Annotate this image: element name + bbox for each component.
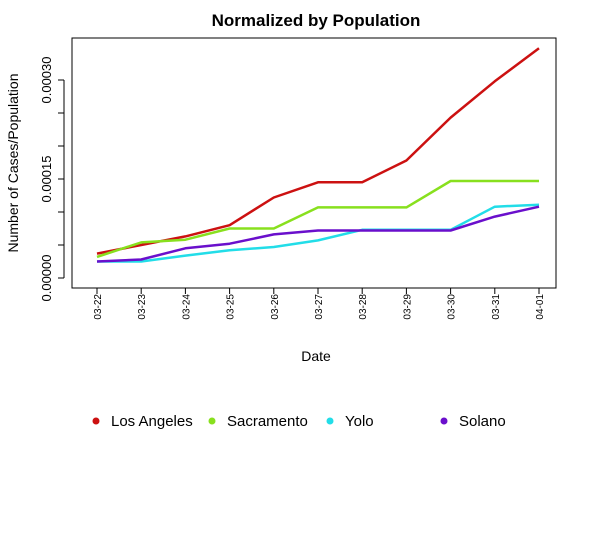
y-tick-label: 0.00000 (39, 255, 54, 302)
legend-label-solano: Solano (459, 413, 506, 430)
series-line-sacramento (96, 179, 539, 259)
chart-title: Normalized by Population (212, 11, 421, 30)
x-tick-label: 03-30 (447, 294, 458, 320)
x-tick-label: 04-01 (535, 294, 546, 320)
legend-marker-solano (440, 417, 448, 425)
series-lines (96, 47, 540, 263)
series-line-yolo (97, 203, 540, 263)
legend-marker-sacramento (208, 417, 216, 425)
legend-marker-yolo (326, 417, 334, 425)
x-tick-label: 03-29 (402, 294, 413, 320)
x-tick-label: 03-28 (358, 294, 369, 320)
x-tick-label: 03-26 (270, 294, 281, 320)
x-axis-label: Date (301, 348, 331, 364)
legend-label-sacramento: Sacramento (227, 413, 308, 430)
y-axis-label: Number of Cases/Population (5, 74, 21, 253)
series-line-los-angeles (96, 47, 540, 255)
legend-label-los-angeles: Los Angeles (111, 413, 193, 430)
legend-marker-los-angeles (92, 417, 100, 425)
plot-frame (71, 37, 557, 289)
y-tick-label: 0.00030 (39, 57, 54, 104)
x-tick-label: 03-24 (181, 294, 192, 320)
x-axis: 03-22 03-23 03-24 03-25 03-26 03-27 03-28 03-29… (93, 287, 546, 320)
y-tick-label: 0.00015 (39, 156, 54, 203)
x-tick-label: 03-27 (314, 294, 325, 320)
x-tick-label: 03-23 (137, 294, 148, 320)
x-tick-label: 03-22 (93, 294, 104, 320)
legend-label-yolo: Yolo (345, 413, 374, 430)
y-axis: 0.00000 0.00015 0.00030 (39, 57, 65, 302)
x-tick-label: 03-31 (491, 294, 502, 320)
series-line-solano (96, 205, 540, 263)
legend: Los Angeles Sacramento Yolo Solano (92, 413, 506, 430)
x-tick-label: 03-25 (226, 294, 237, 320)
